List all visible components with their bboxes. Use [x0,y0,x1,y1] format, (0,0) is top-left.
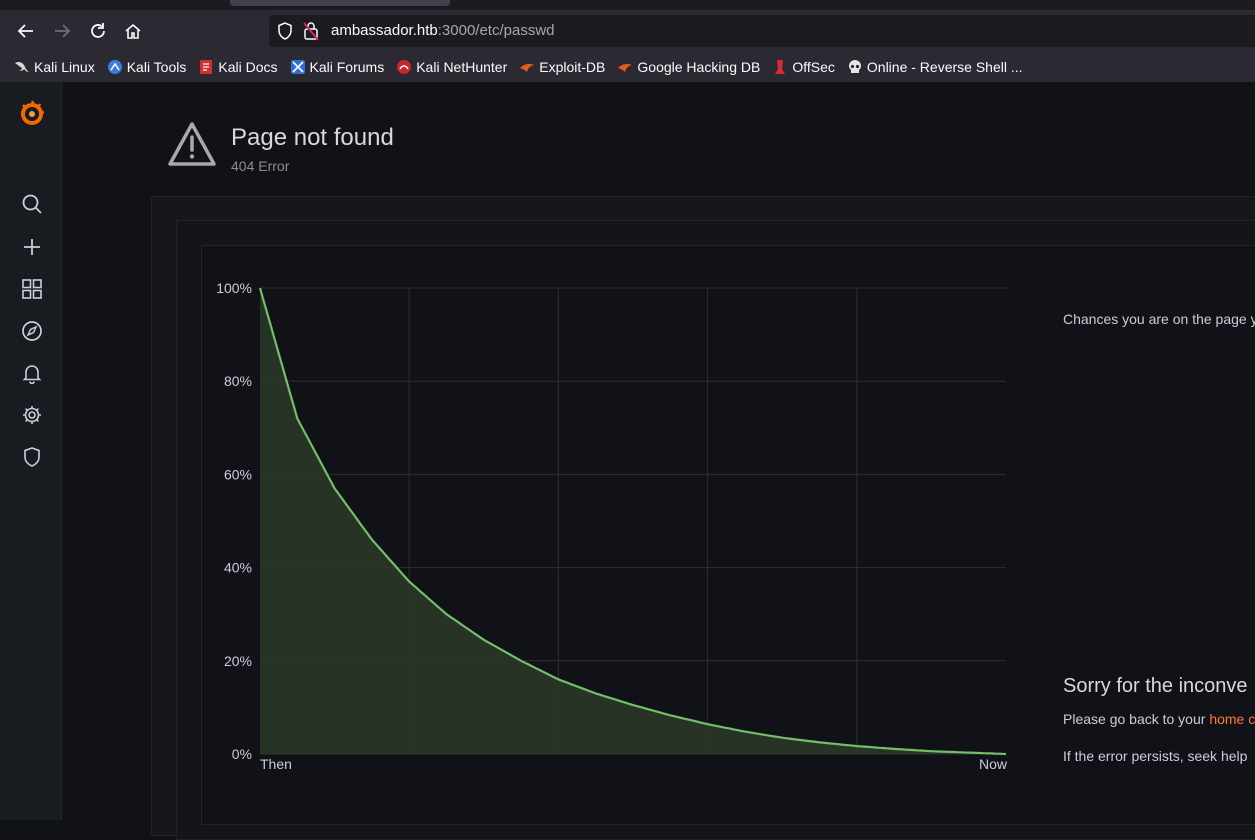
url-path: :3000/etc/passwd [437,22,555,39]
go-back-text: Please go back to your home c [1063,711,1255,727]
server-admin-nav[interactable] [20,445,44,469]
main-content: Page not found 404 Error Chances you are… [62,82,1255,840]
warning-triangle-icon [168,122,216,166]
url-text: ambassador.htb:3000/etc/passwd [331,22,555,39]
reload-icon [91,23,105,38]
kali-dragon-icon [14,59,30,75]
bookmark-kali-nethunter[interactable]: Kali NetHunter [396,59,507,75]
home-button[interactable] [120,18,146,44]
google-hacking-db-icon [617,59,633,75]
bookmark-offsec[interactable]: OffSec [772,59,835,75]
go-back-prefix: Please go back to your [1063,711,1210,727]
chances-text: Chances you are on the page y [1063,311,1255,327]
alerting-nav[interactable] [20,361,44,385]
bookmarks-toolbar: Kali Linux Kali Tools Kali Docs Kali For… [0,52,1255,82]
chart-panel [201,245,1255,825]
create-nav[interactable] [20,235,44,259]
tracking-shield-icon [278,22,292,40]
page-title: Page not found [231,124,394,151]
plus-icon [24,239,40,255]
kali-forums-icon [290,59,306,75]
bookmark-kali-linux[interactable]: Kali Linux [14,59,95,75]
tab-strip [0,0,1255,10]
persist-text: If the error persists, seek help [1063,748,1248,764]
gear-icon [23,406,41,424]
bookmark-reverse-shell[interactable]: Online - Reverse Shell ... [847,59,1023,75]
search-icon [22,194,42,214]
url-host: ambassador.htb [331,22,438,39]
dashboards-nav[interactable] [20,277,44,301]
bookmark-kali-forums[interactable]: Kali Forums [290,59,384,75]
bookmark-kali-tools[interactable]: Kali Tools [107,59,186,75]
bookmark-google-hacking-db[interactable]: Google Hacking DB [617,59,760,75]
active-tab[interactable] [230,0,450,6]
skull-icon [847,59,863,75]
url-bar[interactable]: ambassador.htb:3000/etc/passwd [269,15,1255,47]
browser-navbar: ambassador.htb:3000/etc/passwd [0,10,1255,52]
search-nav[interactable] [20,192,44,216]
dashboards-grid-icon [22,279,42,299]
arrow-left-icon [17,24,33,38]
bookmark-exploit-db[interactable]: Exploit-DB [519,59,605,75]
kali-docs-icon [198,59,214,75]
bookmark-kali-docs[interactable]: Kali Docs [198,59,278,75]
arrow-right-icon [55,24,71,38]
back-button[interactable] [13,18,39,44]
grafana-sidebar [0,82,62,820]
forward-button[interactable] [49,18,75,44]
sorry-title: Sorry for the inconve [1063,675,1248,697]
grafana-logo-icon [21,100,45,125]
kali-tools-icon [107,59,123,75]
shield-icon [24,447,40,467]
bell-icon [22,365,42,384]
configuration-nav[interactable] [20,403,44,427]
offsec-icon [772,59,788,75]
explore-nav[interactable] [20,319,44,343]
page-subtitle: 404 Error [231,158,290,174]
home-link[interactable]: home c [1209,711,1255,727]
compass-icon [22,321,42,341]
grafana-logo[interactable] [18,99,46,127]
insecure-lock-icon [303,22,319,41]
reload-button[interactable] [85,18,111,44]
home-icon [125,23,141,39]
exploit-db-icon [519,59,535,75]
kali-nethunter-icon [396,59,412,75]
